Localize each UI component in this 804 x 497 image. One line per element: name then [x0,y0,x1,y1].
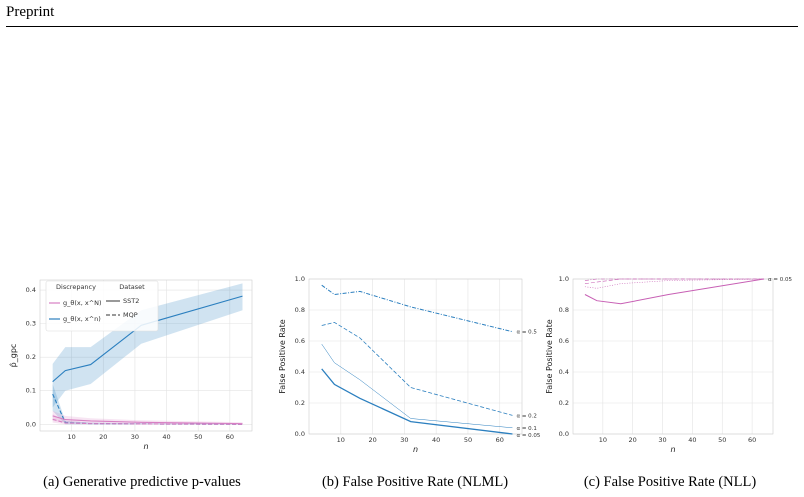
legend-label: g_θ(x, x^n) [63,315,101,323]
plot-frame [39,279,253,432]
x-tick-label: 10 [599,436,607,444]
series-end-label: α = 0.1 [516,426,536,432]
y-tick-label: 0.4 [26,286,36,294]
series-line [321,368,513,435]
series-line [321,321,513,416]
series-end-label: α = 0.2 [516,413,536,419]
y-tick-label: 0.2 [295,399,305,407]
page-header-title: Preprint [6,4,55,20]
series-line [52,418,243,425]
y-tick-label: 1.0 [295,275,305,283]
x-tick-label: 60 [496,436,504,444]
x-tick-label: 10 [68,433,76,441]
y-tick-label: 0.1 [26,387,36,395]
y-tick-label: 0.4 [295,368,305,376]
y-axis-label: p̂_gpc [8,344,18,368]
y-tick-label: 0.0 [26,420,36,428]
x-tick-label: 30 [658,436,666,444]
chart-panel-2: 10 20 30 40 50 60 0.0 0.2 0.4 0.6 0.8 1.0 n False Pos… [278,275,541,490]
x-axis-label: n [143,442,148,451]
series-line [584,278,765,281]
y-tick-label: 0.8 [559,306,569,314]
series-line [321,284,513,333]
y-tick-label: 0.6 [295,337,305,345]
y-tick-label: 0.3 [26,320,36,328]
header-rule [6,26,798,27]
x-axis-label: n [413,445,418,454]
legend-title-dataset: Dataset [119,283,145,291]
series-end-label: α = 0.05 [768,277,792,283]
x-tick-label: 40 [688,436,696,444]
y-tick-label: 0.2 [559,399,569,407]
series-line [321,343,513,429]
y-tick-label: 0.2 [26,353,36,361]
x-axis-label: n [670,445,675,454]
plot-frame [308,278,523,435]
y-tick-label: 1.0 [559,275,569,283]
x-tick-label: 20 [368,436,376,444]
x-tick-label: 50 [464,436,472,444]
series-line [52,295,243,383]
figure-caption: (b) False Positive Rate (NLML) [322,474,508,490]
series-line [584,278,765,289]
legend-label: MQP [123,311,138,319]
series-end-label: α = 0.05 [516,433,540,439]
legend-label: g_θ(x, x^N) [63,299,102,307]
series-line [584,278,765,305]
series-line [52,415,243,425]
legend-title-discrepancy: Discrepancy [56,283,96,291]
x-tick-label: 30 [131,433,139,441]
series-end-label: α = 0.5 [516,330,537,336]
legend: Discrepancy Dataset g_θ(x, x^N) g_θ(x, x^n)… [45,280,159,332]
y-axis-label: False Positive Rate [278,319,287,393]
y-tick-label: 0.6 [559,337,569,345]
chart-panel-1: 10 20 30 40 50 60 0.0 0.1 0.2 0.3 0.4 n p̂_gpc (a) Ge… [8,279,253,490]
confidence-band [52,283,243,408]
y-tick-label: 0.0 [295,430,305,438]
x-tick-label: 10 [337,436,345,444]
x-tick-label: 20 [629,436,637,444]
y-tick-label: 0.4 [559,368,569,376]
x-tick-label: 40 [162,433,170,441]
x-tick-label: 30 [400,436,408,444]
chart-panel-3: 10 20 30 40 50 60 0.0 0.2 0.4 0.6 0.8 1.0 n False Pos… [545,275,793,490]
legend-box [45,280,159,332]
legend-label: SST2 [123,297,139,305]
x-tick-label: 50 [194,433,202,441]
x-tick-label: 60 [226,433,234,441]
x-tick-label: 20 [99,433,107,441]
y-axis-label: False Positive Rate [545,319,554,393]
x-tick-label: 50 [718,436,726,444]
x-tick-label: 40 [432,436,440,444]
y-tick-label: 0.0 [559,430,569,438]
x-tick-label: 60 [748,436,756,444]
y-tick-label: 0.8 [295,306,305,314]
figure-caption: (a) Generative predictive p-values [43,474,241,490]
figure-caption: (c) False Positive Rate (NLL) [584,474,757,490]
